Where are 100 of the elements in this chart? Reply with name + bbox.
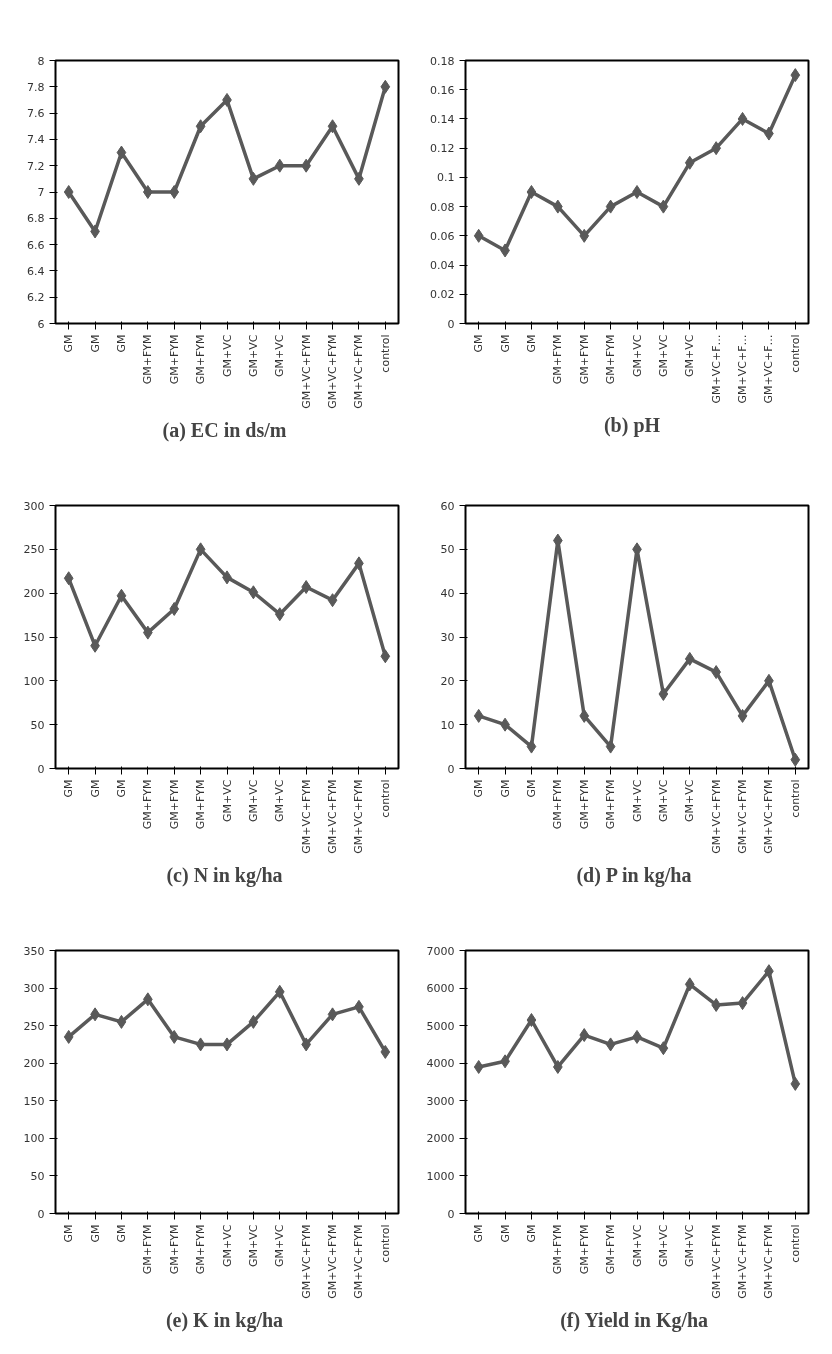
x-tick-label: GM+VC — [656, 779, 670, 822]
y-tick-label: 7.2 — [27, 159, 45, 173]
x-tick-label: control — [378, 334, 392, 373]
x-tick-label: GM+FYM — [167, 1224, 181, 1275]
x-tick-label: GM — [498, 1224, 512, 1243]
text: (b) pH — [603, 413, 661, 437]
y-tick-label: 0.08 — [430, 200, 455, 214]
x-tick-label: GM+VC+FYM — [299, 334, 313, 409]
x-tick-label: GM — [114, 334, 128, 353]
x-tick-label: GM+FYM — [551, 779, 565, 830]
x-tick-label: GM — [62, 779, 76, 798]
x-tick-label: GM+VC+FYM — [326, 334, 340, 409]
x-tick-label: GM+VC — [656, 334, 670, 377]
x-tick-label: GM+FYM — [194, 334, 208, 385]
x-tick-label: GM+VC — [630, 334, 644, 377]
x-tick-label: GM — [524, 779, 538, 798]
x-tick-label: GM — [114, 779, 128, 798]
x-tick-label: GM+FYM — [167, 334, 181, 385]
x-tick-label: GM — [88, 334, 102, 353]
y-tick-label: 60 — [440, 499, 455, 513]
x-tick-label: GM+VC — [273, 779, 287, 822]
y-tick-label: 6.4 — [27, 264, 45, 278]
y-tick-label: 50 — [30, 718, 45, 732]
x-tick-label: GM+VC — [220, 334, 234, 377]
y-tick-label: 4000 — [426, 1057, 455, 1071]
x-tick-label: GM+VC+FYM — [352, 334, 366, 409]
y-tick-label: 300 — [23, 499, 45, 513]
x-tick-label: GM — [498, 334, 512, 353]
x-tick-label: GM+VC — [246, 779, 260, 822]
x-tick-label: GM — [524, 334, 538, 353]
y-tick-label: 50 — [440, 543, 455, 557]
x-tick-label: GM+VC — [220, 1224, 234, 1267]
y-tick-label: 0.1 — [437, 171, 455, 185]
y-tick-label: 200 — [23, 587, 45, 601]
x-tick-label: GM — [114, 1224, 128, 1243]
x-tick-label: GM+VC — [273, 334, 287, 377]
x-tick-label: GM+FYM — [141, 1224, 155, 1275]
y-tick-label: 7.4 — [27, 133, 45, 147]
x-tick-label: GM — [472, 779, 486, 798]
y-tick-label: 0.12 — [430, 142, 455, 156]
y-tick-label: 7 — [37, 186, 45, 199]
x-tick-label: GM+VC — [656, 1224, 670, 1267]
y-tick-label: 0.06 — [430, 229, 455, 243]
y-tick-label: 3000 — [426, 1094, 455, 1108]
text: (e) K in kg/ha — [165, 1308, 284, 1332]
y-tick-label: 0 — [37, 762, 45, 776]
y-tick-label: 2000 — [426, 1132, 455, 1146]
y-tick-label: 0 — [37, 1207, 45, 1221]
x-tick-label: GM+VC+FYM — [299, 779, 313, 854]
x-tick-label: GM+VC — [246, 334, 260, 377]
x-tick-label: GM+VC+FYM — [326, 1224, 340, 1299]
x-tick-label: GM+FYM — [194, 779, 208, 830]
x-tick-label: GM+FYM — [577, 1224, 591, 1275]
x-tick-label: GM+VC+FYM — [736, 779, 750, 854]
text: (d) P in kg/ha — [576, 863, 692, 887]
x-tick-label: GM+VC — [683, 1224, 697, 1267]
x-tick-label: GM+VC+FYM — [352, 779, 366, 854]
y-tick-label: 0.18 — [430, 54, 455, 68]
x-tick-label: GM+VC — [683, 779, 697, 822]
y-tick-label: 0.16 — [430, 83, 455, 97]
x-tick-label: control — [378, 1224, 392, 1263]
text: (a) EC in ds/m — [162, 418, 287, 442]
y-tick-label: 6.6 — [27, 238, 45, 252]
x-tick-label: GM+FYM — [194, 1224, 208, 1275]
y-tick-label: 100 — [23, 674, 45, 688]
y-tick-label: 0.14 — [430, 112, 455, 126]
y-tick-label: 6 — [37, 317, 45, 331]
y-tick-label: 0 — [447, 317, 455, 331]
y-tick-label: 5000 — [426, 1019, 455, 1033]
x-tick-label: GM+FYM — [551, 1224, 565, 1275]
x-tick-label: GM+FYM — [604, 334, 618, 385]
x-tick-label: GM+VC — [630, 1224, 644, 1267]
y-tick-label: 0.02 — [430, 288, 455, 302]
x-tick-label: GM+FYM — [141, 334, 155, 385]
x-tick-label: GM+VC+FYM — [709, 779, 723, 854]
y-tick-label: 7.8 — [27, 80, 45, 94]
x-tick-label: GM+VC+FYM — [352, 1224, 366, 1299]
x-tick-label: GM+FYM — [577, 779, 591, 830]
y-tick-label: 150 — [23, 631, 45, 644]
y-tick-label: 50 — [30, 1169, 45, 1183]
x-tick-label: GM — [498, 779, 512, 798]
y-tick-label: 8 — [37, 54, 45, 68]
y-tick-label: 100 — [23, 1132, 45, 1146]
y-tick-label: 250 — [23, 543, 45, 557]
y-tick-label: 40 — [440, 587, 455, 601]
text: (f) Yield in Kg/ha — [560, 1308, 709, 1332]
x-tick-label: GM+VC+FYM — [762, 779, 776, 854]
x-tick-label: GM+VC+FYM — [709, 1224, 723, 1299]
y-tick-label: 250 — [23, 1019, 45, 1033]
x-tick-label: GM — [88, 1224, 102, 1243]
y-tick-label: 20 — [440, 674, 455, 688]
x-tick-label: GM+FYM — [604, 1224, 618, 1275]
x-tick-label: GM+VC — [683, 334, 697, 377]
x-tick-label: GM+FYM — [604, 779, 618, 830]
x-tick-label: GM+VC — [220, 779, 234, 822]
x-tick-label: GM — [472, 1224, 486, 1243]
x-tick-label: GM+VC+FYM — [762, 1224, 776, 1299]
y-tick-label: 350 — [23, 944, 45, 958]
y-tick-label: 0 — [447, 1207, 455, 1221]
text: (c) N in kg/ha — [166, 863, 283, 887]
